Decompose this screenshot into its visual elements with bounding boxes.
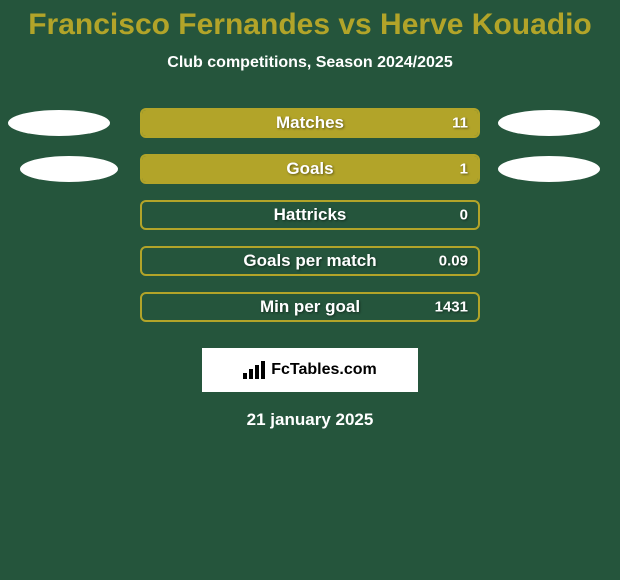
stat-label: Goals per match [243,251,376,271]
stat-label: Goals [286,159,333,179]
right-ellipse-icon [498,156,600,182]
stat-value: 1431 [435,299,468,316]
stat-label: Hattricks [274,205,347,225]
stat-value: 0.09 [439,253,468,270]
stat-value: 1 [460,161,468,178]
right-ellipse-icon [498,110,600,136]
stat-label: Min per goal [260,297,360,317]
page-title: Francisco Fernandes vs Herve Kouadio [0,0,620,42]
stat-row: Min per goal 1431 [0,284,620,330]
left-ellipse-icon [20,156,118,182]
stat-bar: Goals 1 [140,154,480,184]
stat-row: Goals per match 0.09 [0,238,620,284]
stat-bar: Hattricks 0 [140,200,480,230]
subtitle: Club competitions, Season 2024/2025 [0,54,620,72]
logo-text: FcTables.com [271,361,377,379]
logo-bars-icon [243,361,271,379]
stat-bar: Min per goal 1431 [140,292,480,322]
left-ellipse-icon [8,110,110,136]
fctables-logo: FcTables.com [202,348,418,392]
stat-value: 0 [460,207,468,224]
stat-bar: Goals per match 0.09 [140,246,480,276]
stat-row: Goals 1 [0,146,620,192]
stat-bar: Matches 11 [140,108,480,138]
snapshot-date: 21 january 2025 [0,410,620,430]
stat-value: 11 [452,115,468,132]
stat-row: Hattricks 0 [0,192,620,238]
stats-rows: Matches 11 Goals 1 Hattricks 0 Goals per match… [0,100,620,330]
stat-label: Matches [276,113,344,133]
stat-row: Matches 11 [0,100,620,146]
